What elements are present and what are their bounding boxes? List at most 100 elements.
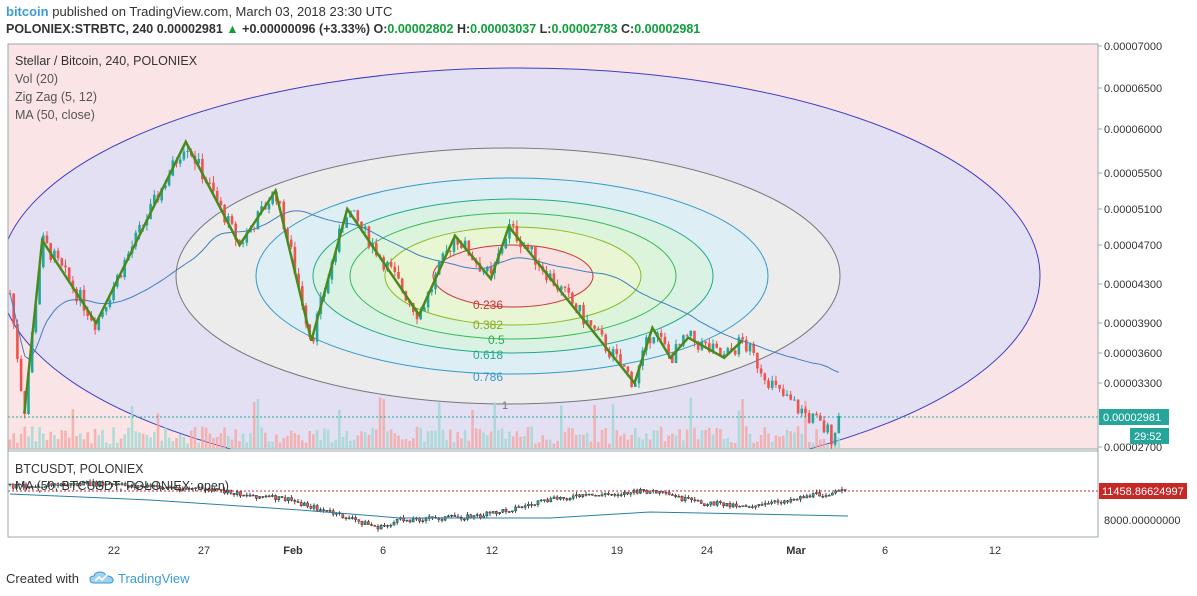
- btc-candle-body: [600, 494, 604, 497]
- btc-candle-body: [40, 486, 44, 489]
- volume-bar: [289, 430, 293, 448]
- volume-bar: [23, 426, 27, 448]
- candle-body: [64, 265, 67, 268]
- candle-body: [123, 260, 126, 278]
- volume-bar: [308, 430, 311, 448]
- volume-bar: [160, 440, 163, 448]
- volume-bar: [101, 429, 104, 448]
- x-tick-label: 22: [108, 545, 120, 557]
- volume-bar: [567, 427, 570, 448]
- btc-candle-body: [501, 509, 505, 513]
- countdown-box: [1130, 428, 1169, 444]
- volume-bar: [837, 437, 841, 448]
- btc-candle-body: [575, 494, 578, 497]
- volume-bar: [497, 430, 500, 448]
- btc-candle-body: [754, 505, 757, 508]
- btc-candle-body: [520, 506, 524, 508]
- btc-candle-body: [85, 481, 89, 483]
- candle-body: [260, 206, 263, 212]
- volume-bar: [186, 443, 189, 448]
- volume-bar: [541, 435, 545, 448]
- btc-candle-body: [104, 483, 108, 486]
- volume-bar: [267, 441, 271, 448]
- btc-candle-body: [571, 495, 575, 499]
- volume-bar: [412, 438, 415, 448]
- volume-bar: [71, 409, 75, 448]
- volume-bar: [574, 434, 578, 448]
- btc-candle-body: [584, 494, 588, 496]
- candle-body: [604, 334, 607, 352]
- legend-title: Stellar / Bitcoin, 240, POLONIEX: [15, 54, 198, 68]
- volume-bar: [252, 401, 256, 448]
- btc-candle-body: [101, 481, 105, 486]
- btc-candle-body: [453, 515, 457, 517]
- btc-candle-body: [472, 515, 476, 518]
- btc-candle-body: [543, 499, 546, 501]
- candle-body: [167, 175, 171, 186]
- btc-candle-body: [629, 492, 633, 495]
- candle-body: [593, 325, 596, 329]
- volume-bar: [537, 442, 541, 448]
- btc-candle-body: [808, 495, 812, 498]
- candle-body: [460, 244, 463, 249]
- volume-bar: [230, 439, 234, 448]
- btc-candle-body: [811, 493, 815, 498]
- candle-body: [837, 416, 841, 434]
- candle-body: [60, 258, 64, 266]
- volume-bar: [504, 438, 508, 448]
- y-tick-label: 0.00006500: [1104, 83, 1162, 95]
- candle-body: [419, 311, 422, 320]
- candle-body: [467, 240, 471, 256]
- candle-body: [622, 364, 626, 367]
- btc-candle-body: [392, 522, 396, 526]
- volume-bar: [356, 435, 360, 448]
- author-link[interactable]: bitcoin: [6, 4, 49, 19]
- btc-candle-body: [479, 514, 482, 518]
- chart-area[interactable]: 0.236 0.382 0.5 0.618 0.786 1 0.00007000…: [0, 41, 1197, 564]
- volume-bar: [593, 405, 596, 448]
- volume-bar: [482, 432, 485, 448]
- volume-bar: [245, 442, 249, 448]
- volume-bar: [515, 431, 519, 448]
- volume-bar: [578, 434, 582, 448]
- candle-body: [793, 399, 796, 401]
- x-tick-label: Mar: [786, 545, 806, 557]
- volume-bar: [826, 443, 829, 448]
- btc-candle-body: [616, 494, 620, 497]
- volume-bar: [338, 409, 341, 448]
- candle-body: [19, 358, 23, 391]
- volume-bar: [145, 434, 149, 448]
- btc-candle-body: [15, 484, 18, 489]
- volume-bar: [56, 439, 60, 448]
- candle-body: [16, 323, 19, 359]
- volume-bar: [804, 400, 807, 448]
- btc-candle-body: [95, 481, 98, 487]
- candle-body: [500, 248, 504, 254]
- btc-candle-body: [114, 483, 117, 486]
- btc-candle-body: [197, 486, 201, 489]
- candle-body: [101, 311, 104, 318]
- btc-candle-body: [591, 493, 594, 496]
- volume-bar: [382, 399, 385, 448]
- candle-body: [571, 292, 574, 304]
- chart-svg[interactable]: 0.236 0.382 0.5 0.618 0.786 1 0.00007000…: [0, 41, 1197, 564]
- volume-bar: [637, 437, 641, 448]
- btc-candle-body: [655, 490, 658, 494]
- btc-candle-body: [815, 492, 818, 494]
- volume-bar: [315, 430, 319, 448]
- btc-candle-body: [47, 483, 50, 487]
- volume-bar: [763, 427, 767, 448]
- btc-candle-body: [715, 501, 719, 506]
- tradingview-link[interactable]: TradingView: [118, 571, 190, 586]
- volume-bar: [175, 438, 178, 448]
- x-tick-label: Feb: [283, 545, 303, 557]
- volume-bar: [127, 427, 130, 448]
- candle-body: [97, 317, 101, 330]
- volume-bar: [164, 427, 167, 448]
- ohlc-line: POLONIEX:STRBTC, 240 0.00002981 ▲ +0.000…: [6, 22, 700, 36]
- volume-bar: [93, 428, 97, 448]
- btc-candle-body: [168, 486, 172, 489]
- btc-candle-body: [312, 505, 316, 509]
- volume-bar: [785, 429, 789, 448]
- volume-bar: [711, 434, 715, 448]
